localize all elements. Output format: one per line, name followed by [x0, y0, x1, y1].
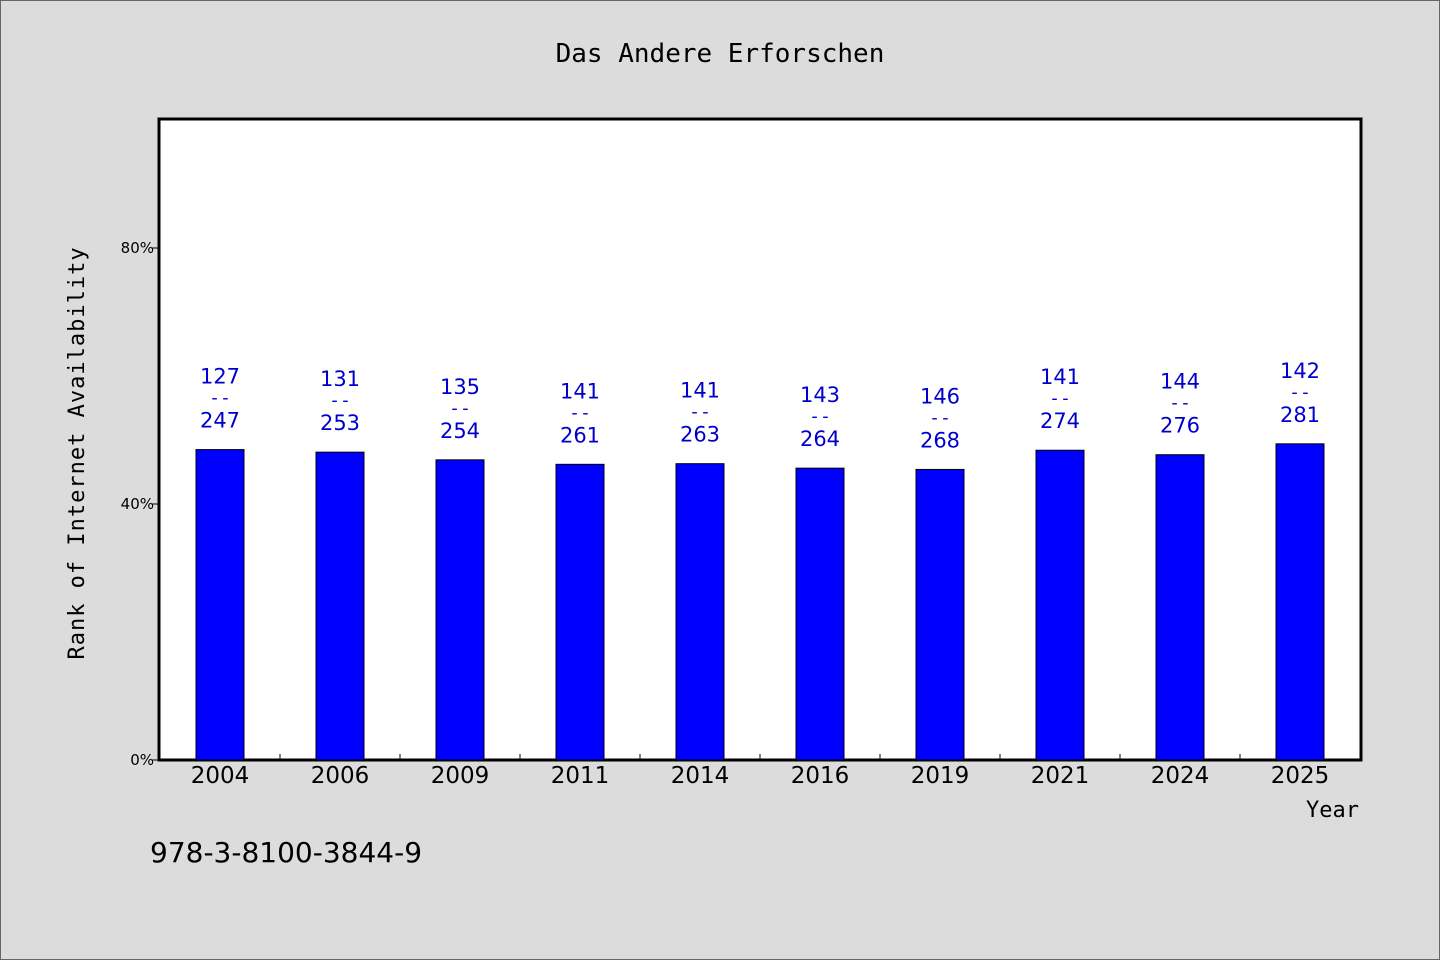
- x-axis: 2004 2006 2009 2011 2014 2016 2019 2021 2024 2025: [191, 754, 1330, 789]
- y-axis: 0% 40% 80%: [121, 239, 160, 769]
- bar-label-rank-2014: 141: [680, 379, 720, 403]
- y-tick-label: 80%: [121, 239, 154, 257]
- x-tick-label-2004: 2004: [191, 763, 250, 789]
- bar-2025: [1275, 443, 1325, 761]
- bar-label-total-2014: 263: [680, 423, 720, 447]
- x-tick-label-2014: 2014: [671, 763, 730, 789]
- bar-label-rank-2021: 141: [1040, 365, 1080, 389]
- x-tick-label-2016: 2016: [791, 763, 850, 789]
- bar-labels-group: 127--247131--253135--254141--261141--263…: [200, 359, 1320, 453]
- bar-label-separator-2006: --: [329, 390, 351, 411]
- bar-label-rank-2011: 141: [560, 379, 600, 403]
- bar-2006: [315, 451, 365, 761]
- x-tick-label-2021: 2021: [1031, 763, 1090, 789]
- bar-2024: [1155, 454, 1205, 761]
- bar-2009: [435, 459, 485, 761]
- bars-group: [195, 443, 1325, 761]
- bar-label-separator-2016: --: [809, 406, 831, 427]
- bar-label-separator-2014: --: [689, 402, 711, 423]
- chart-title: Das Andere Erforschen: [556, 39, 885, 69]
- bar-label-separator-2021: --: [1049, 388, 1071, 409]
- bar-2016: [795, 467, 845, 761]
- y-axis-title: Rank of Internet Availability: [65, 246, 90, 659]
- bar-label-rank-2009: 135: [440, 375, 480, 399]
- bar-label-separator-2004: --: [209, 388, 231, 409]
- bar-label-separator-2009: --: [449, 398, 471, 419]
- bar-label-rank-2004: 127: [200, 365, 240, 389]
- bar-2014: [675, 463, 725, 761]
- x-tick-label-2009: 2009: [431, 763, 490, 789]
- x-axis-title: Year: [1306, 798, 1359, 823]
- bar-label-rank-2016: 143: [800, 383, 840, 407]
- y-tick-label: 0%: [130, 751, 154, 769]
- bar-2019: [915, 468, 965, 761]
- x-tick-label-2019: 2019: [911, 763, 970, 789]
- bar-label-total-2024: 276: [1160, 414, 1200, 438]
- bar-2004: [195, 449, 245, 761]
- bar-label-separator-2024: --: [1169, 393, 1191, 414]
- bar-label-total-2016: 264: [800, 427, 840, 451]
- x-tick-label-2025: 2025: [1271, 763, 1330, 789]
- bar-label-separator-2025: --: [1289, 382, 1311, 403]
- footer-isbn: 978-3-8100-3844-9: [150, 836, 422, 869]
- y-tick-label: 40%: [121, 495, 154, 513]
- bar-label-total-2021: 274: [1040, 409, 1080, 433]
- bar-label-rank-2024: 144: [1160, 370, 1200, 394]
- bar-label-total-2006: 253: [320, 411, 360, 435]
- bar-label-separator-2011: --: [569, 402, 591, 423]
- bar-2021: [1035, 449, 1085, 761]
- bar-label-separator-2019: --: [929, 407, 951, 428]
- bar-label-total-2019: 268: [920, 428, 960, 452]
- x-tick-label-2011: 2011: [551, 763, 610, 789]
- bar-label-rank-2006: 131: [320, 367, 360, 391]
- bar-label-total-2011: 261: [560, 423, 600, 447]
- bar-label-total-2025: 281: [1280, 403, 1320, 427]
- bar-label-rank-2019: 146: [920, 384, 960, 408]
- bar-2011: [555, 463, 605, 761]
- bar-label-total-2009: 254: [440, 419, 480, 443]
- x-tick-label-2006: 2006: [311, 763, 370, 789]
- bar-label-total-2004: 247: [200, 409, 240, 433]
- bar-label-rank-2025: 142: [1280, 359, 1320, 383]
- x-tick-label-2024: 2024: [1151, 763, 1210, 789]
